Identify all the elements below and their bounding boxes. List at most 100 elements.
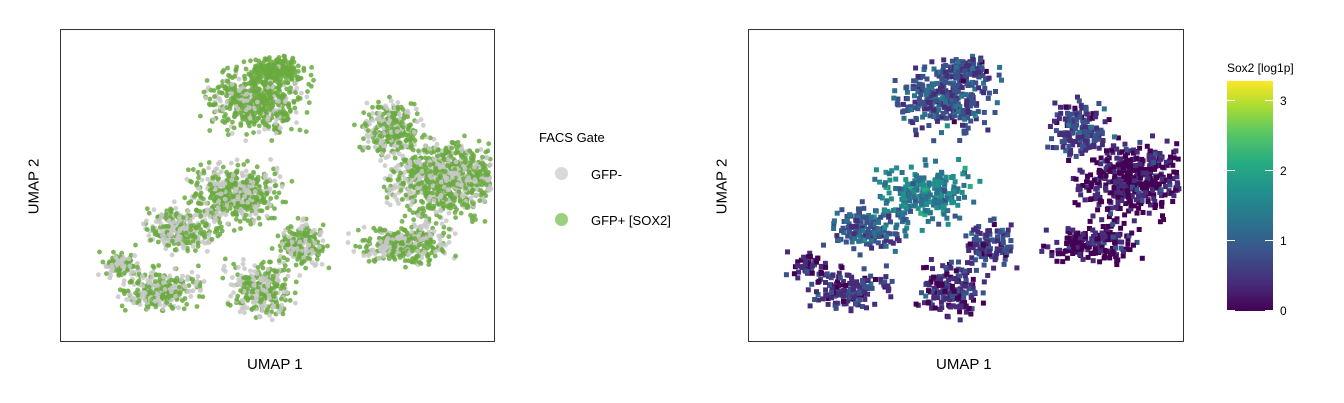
point-gfp-positive	[245, 218, 251, 224]
hex-cell	[899, 203, 905, 209]
hex-cell	[986, 90, 992, 96]
hex-cell	[914, 173, 919, 179]
point-gfp-positive	[375, 104, 381, 110]
hex-cell	[974, 101, 980, 107]
point-gfp-negative	[200, 239, 206, 245]
point-gfp-negative	[185, 277, 190, 282]
hex-cell	[966, 63, 972, 69]
point-gfp-negative	[268, 157, 273, 162]
hex-cell	[940, 110, 946, 116]
hex-cell	[892, 88, 898, 94]
point-gfp-negative	[351, 249, 357, 254]
hex-cell	[967, 184, 973, 189]
point-gfp-positive	[197, 283, 203, 289]
point-gfp-negative	[438, 179, 444, 185]
hex-cell	[883, 200, 889, 206]
point-gfp-positive	[135, 265, 140, 270]
hex-cell	[938, 199, 944, 205]
hex-cell	[894, 232, 900, 237]
point-gfp-negative	[119, 259, 125, 265]
point-gfp-positive	[249, 289, 255, 295]
point-gfp-negative	[235, 194, 241, 200]
hex-cell	[908, 208, 913, 214]
legend-gfp-positive-swatch	[555, 213, 568, 226]
point-gfp-negative	[414, 119, 420, 125]
point-gfp-positive	[251, 97, 256, 103]
point-gfp-negative	[279, 184, 285, 189]
point-gfp-negative	[121, 278, 127, 284]
point-gfp-positive	[314, 256, 320, 262]
hex-cell	[947, 196, 953, 202]
hex-cell	[867, 242, 873, 248]
hex-cell	[940, 82, 946, 88]
point-gfp-positive	[366, 145, 371, 151]
point-gfp-positive	[170, 306, 175, 311]
point-gfp-positive	[270, 99, 276, 105]
hex-cell	[895, 96, 901, 102]
point-gfp-positive	[426, 190, 432, 196]
point-gfp-positive	[136, 298, 142, 304]
point-gfp-positive	[268, 81, 273, 86]
point-gfp-positive	[257, 93, 262, 98]
point-gfp-negative	[466, 175, 471, 181]
hex-cell	[959, 93, 965, 99]
point-gfp-positive	[202, 235, 208, 240]
point-gfp-negative	[446, 210, 452, 216]
point-gfp-positive	[284, 86, 290, 92]
point-gfp-positive	[153, 279, 158, 284]
hex-cell	[872, 233, 878, 239]
point-gfp-negative	[260, 308, 265, 313]
point-gfp-negative	[313, 262, 319, 267]
point-gfp-positive	[414, 164, 420, 169]
point-gfp-positive	[272, 171, 278, 177]
hex-cell	[875, 240, 881, 246]
point-gfp-positive	[408, 183, 413, 189]
hex-cell	[883, 212, 889, 217]
point-gfp-negative	[437, 163, 443, 168]
hex-cell	[871, 230, 877, 236]
point-gfp-negative	[115, 294, 121, 300]
hex-cell	[912, 93, 917, 99]
point-gfp-positive	[408, 101, 414, 106]
point-gfp-negative	[297, 239, 303, 245]
point-gfp-positive	[412, 236, 418, 241]
hex-cell	[931, 202, 936, 208]
point-gfp-negative	[246, 105, 252, 111]
point-gfp-positive	[190, 231, 196, 237]
hex-cell	[994, 100, 1000, 106]
point-gfp-positive	[241, 162, 247, 167]
point-gfp-positive	[273, 283, 279, 289]
point-gfp-positive	[198, 162, 204, 168]
hex-cell	[981, 109, 987, 115]
point-gfp-positive	[297, 96, 303, 101]
hex-cell	[903, 205, 909, 211]
point-gfp-positive	[462, 133, 467, 139]
hex-cell	[901, 108, 907, 114]
hex-cell	[905, 108, 911, 113]
point-gfp-negative	[433, 209, 439, 215]
point-gfp-positive	[361, 110, 367, 116]
point-gfp-positive	[285, 257, 290, 263]
hex-cell	[934, 71, 940, 77]
hex-cell	[924, 202, 929, 207]
hex-cell	[864, 230, 870, 235]
point-gfp-negative	[299, 90, 304, 96]
point-gfp-positive	[282, 263, 288, 269]
point-gfp-positive	[361, 136, 366, 142]
point-gfp-negative	[168, 289, 174, 295]
point-gfp-positive	[264, 205, 270, 211]
point-gfp-negative	[181, 283, 187, 288]
hex-cell	[939, 75, 945, 81]
point-gfp-negative	[397, 115, 403, 121]
point-gfp-negative	[416, 158, 422, 163]
hex-cell	[922, 212, 928, 218]
point-gfp-positive	[273, 90, 279, 95]
hex-cell	[930, 181, 936, 187]
point-gfp-positive	[231, 125, 237, 131]
hex-cell	[962, 116, 968, 122]
point-gfp-negative	[273, 130, 279, 136]
hex-cell	[867, 231, 873, 237]
point-gfp-negative	[294, 245, 300, 251]
point-gfp-positive	[221, 114, 227, 120]
point-gfp-negative	[382, 251, 388, 256]
